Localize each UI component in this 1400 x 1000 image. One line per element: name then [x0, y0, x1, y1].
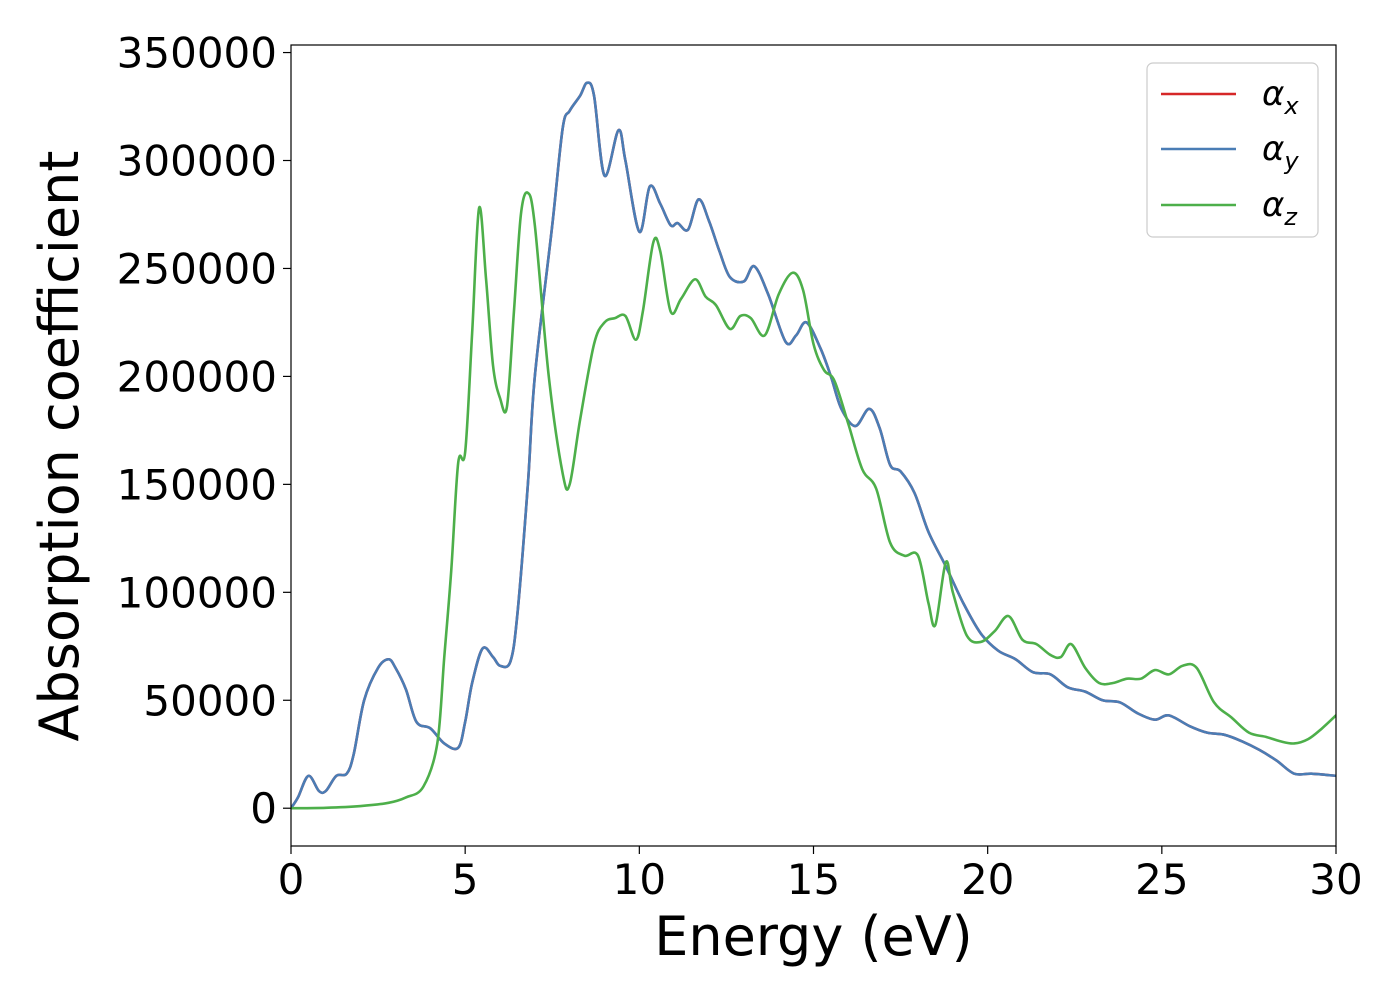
x-tick-label: 0 [278, 855, 305, 904]
legend-label-z: αz [1262, 185, 1298, 231]
x-tick-label: 10 [613, 855, 666, 904]
y-tick-label: 250000 [117, 244, 277, 293]
y-axis-label: Absorption coefficient [28, 151, 91, 742]
series-line-z [291, 191, 1336, 810]
y-axis-ticks: 0 50000 100000 150000 200000 250000 300000 3500… [117, 29, 291, 833]
y-tick-label: 0 [250, 784, 277, 833]
x-tick-label: 5 [452, 855, 479, 904]
series-line-y [291, 81, 1336, 810]
series-layer [291, 81, 1336, 810]
legend-label-symbol: α [1262, 129, 1284, 169]
x-tick-label: 20 [961, 855, 1014, 904]
y-tick-label: 300000 [117, 137, 277, 186]
legend-label-subscript: x [1283, 92, 1299, 120]
legend-label-symbol: α [1262, 185, 1284, 225]
y-tick-label: 50000 [143, 676, 277, 725]
x-tick-label: 15 [787, 855, 840, 904]
y-tick-label: 200000 [117, 352, 277, 401]
legend-label-subscript: y [1283, 147, 1299, 175]
legend-label-symbol: α [1262, 74, 1284, 114]
y-tick-label: 150000 [117, 460, 277, 509]
legend-label-subscript: z [1283, 203, 1298, 231]
legend-label-x: αx [1262, 74, 1299, 120]
y-tick-label: 350000 [117, 29, 277, 78]
x-axis-ticks: 0 5 10 15 20 25 30 [278, 846, 1363, 904]
x-tick-label: 30 [1309, 855, 1362, 904]
x-axis-label: Energy (eV) [654, 905, 973, 968]
legend-label-y: αy [1262, 129, 1299, 175]
y-tick-label: 100000 [117, 568, 277, 617]
x-tick-label: 25 [1135, 855, 1188, 904]
